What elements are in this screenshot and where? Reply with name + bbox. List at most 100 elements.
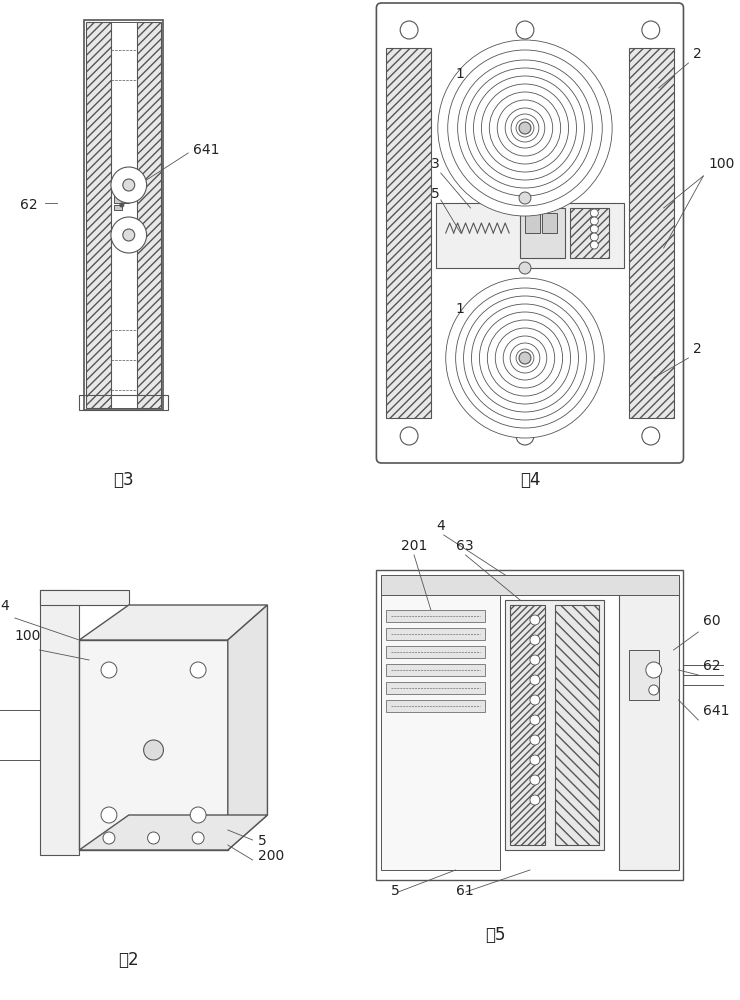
Circle shape [530, 735, 540, 745]
Bar [619, 580, 679, 870]
Circle shape [530, 655, 540, 665]
Text: 62: 62 [703, 659, 721, 673]
Bar [570, 208, 609, 258]
Circle shape [101, 807, 117, 823]
Circle shape [511, 114, 539, 142]
Text: 63: 63 [456, 539, 474, 553]
Text: 201: 201 [401, 539, 428, 553]
Bar [114, 205, 122, 210]
Circle shape [400, 21, 418, 39]
Bar [386, 628, 485, 640]
Circle shape [530, 795, 540, 805]
Circle shape [120, 203, 124, 207]
Circle shape [591, 241, 598, 249]
Bar [386, 700, 485, 712]
Text: 2: 2 [693, 47, 702, 61]
Circle shape [530, 775, 540, 785]
Text: 5: 5 [391, 884, 400, 898]
Circle shape [519, 352, 531, 364]
Circle shape [591, 225, 598, 233]
Bar [505, 600, 605, 850]
Bar [111, 22, 137, 408]
Circle shape [463, 296, 586, 420]
Text: 图2: 图2 [118, 951, 139, 969]
Text: 5: 5 [258, 834, 266, 848]
Text: 100: 100 [15, 629, 41, 643]
Circle shape [530, 695, 540, 705]
Circle shape [530, 755, 540, 765]
Bar [510, 605, 545, 845]
Circle shape [591, 233, 598, 241]
Circle shape [510, 343, 540, 373]
Circle shape [123, 229, 135, 241]
Text: 641: 641 [703, 704, 730, 718]
Circle shape [530, 715, 540, 725]
Bar [386, 682, 485, 694]
Bar [381, 575, 679, 595]
Bar [114, 195, 129, 203]
Circle shape [111, 217, 147, 253]
Text: 图4: 图4 [519, 471, 540, 489]
Bar [386, 610, 485, 622]
Polygon shape [79, 640, 228, 850]
Circle shape [516, 349, 534, 367]
Circle shape [111, 167, 147, 203]
Bar [381, 580, 500, 870]
Circle shape [519, 122, 531, 134]
Circle shape [503, 336, 547, 380]
Circle shape [516, 427, 534, 445]
Bar [386, 48, 431, 418]
Text: 4: 4 [436, 519, 445, 533]
Text: 62: 62 [20, 198, 38, 212]
Polygon shape [228, 605, 267, 850]
Circle shape [530, 675, 540, 685]
Text: 641: 641 [193, 143, 220, 157]
Circle shape [482, 84, 568, 172]
Circle shape [642, 21, 659, 39]
Circle shape [123, 179, 135, 191]
Circle shape [471, 304, 579, 412]
Circle shape [190, 662, 206, 678]
Bar [555, 605, 599, 845]
Text: 1: 1 [456, 302, 465, 316]
Circle shape [495, 328, 555, 388]
Circle shape [591, 217, 598, 225]
Bar [513, 124, 537, 132]
Circle shape [519, 262, 531, 274]
Bar [79, 395, 169, 410]
Circle shape [519, 192, 531, 204]
Text: 100: 100 [708, 157, 735, 171]
Polygon shape [79, 605, 267, 640]
Bar [377, 570, 684, 880]
Circle shape [642, 427, 659, 445]
Circle shape [488, 320, 562, 396]
Circle shape [456, 288, 594, 428]
Bar [436, 203, 624, 268]
Circle shape [474, 76, 576, 180]
Bar [520, 208, 565, 258]
Bar [386, 664, 485, 676]
Polygon shape [79, 815, 267, 850]
Circle shape [101, 662, 117, 678]
Polygon shape [40, 590, 129, 605]
Bar [513, 354, 537, 362]
Circle shape [489, 92, 561, 164]
Circle shape [530, 615, 540, 625]
Bar [84, 20, 164, 410]
Circle shape [465, 68, 585, 188]
Circle shape [147, 832, 160, 844]
Bar [386, 646, 485, 658]
Bar [137, 22, 161, 408]
Text: 60: 60 [703, 614, 721, 628]
Circle shape [516, 119, 534, 137]
Circle shape [144, 740, 164, 760]
Circle shape [190, 807, 206, 823]
Bar [525, 213, 540, 233]
Circle shape [646, 662, 662, 678]
Text: 2: 2 [693, 342, 702, 356]
Circle shape [591, 209, 598, 217]
Bar [86, 22, 111, 408]
Circle shape [497, 100, 553, 156]
Text: 1: 1 [456, 67, 465, 81]
Text: 图5: 图5 [485, 926, 505, 944]
